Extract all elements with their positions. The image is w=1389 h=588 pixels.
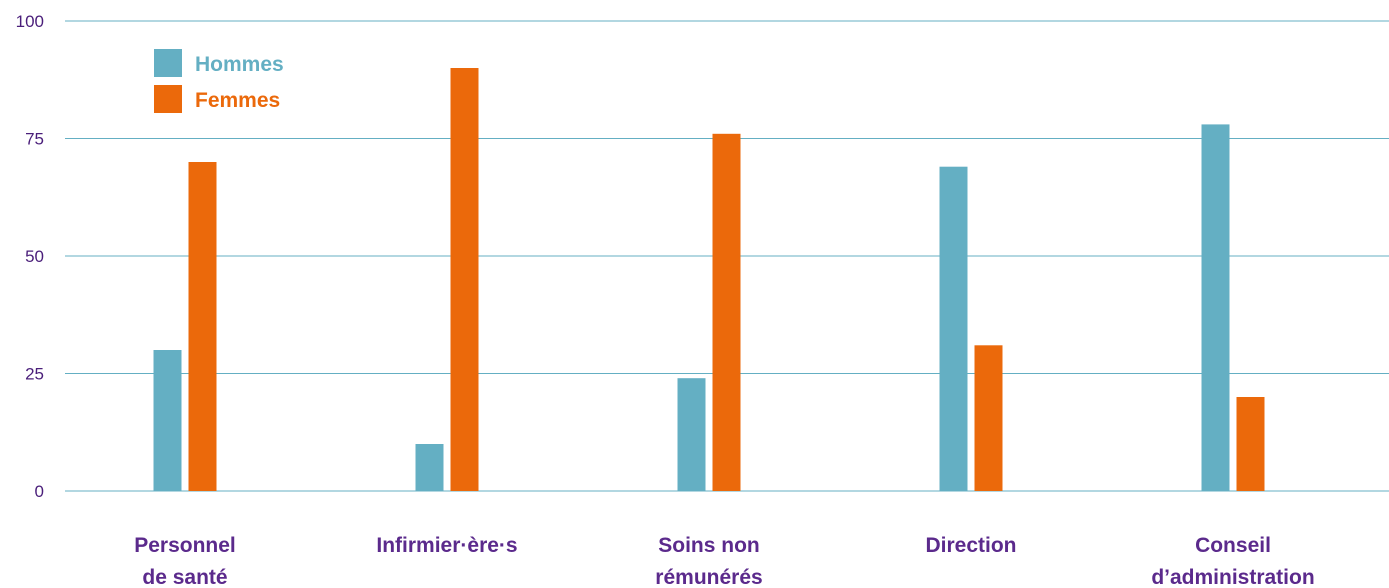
y-axis-ticks: 0 25 50 75 100 [16,12,44,501]
legend-swatch-hommes [154,49,182,77]
bar-hommes [153,350,182,491]
legend-swatch-femmes [154,85,182,113]
y-tick-label: 0 [35,482,44,501]
bar-hommes [1201,124,1230,492]
bar-hommes [939,166,968,491]
x-tick-label: Infirmier·ère·s [376,534,517,557]
x-axis-labels: Personnel de santé Infirmier·ère·s Soins no… [134,534,1314,588]
bars [153,68,1265,492]
y-tick-label: 25 [25,365,44,384]
x-tick-label: Personnel de santé [134,534,236,588]
legend: Hommes Femmes [154,49,284,113]
bar-femmes [712,133,741,492]
y-tick-label: 50 [25,247,44,266]
y-tick-label: 100 [16,12,44,31]
x-tick-label: Direction [925,534,1016,557]
bar-femmes [1236,397,1265,491]
bar-femmes [974,345,1003,491]
bar-femmes [188,162,217,491]
y-tick-label: 75 [25,130,44,149]
legend-label-femmes: Femmes [195,89,280,112]
x-tick-label: Conseil d’administration [1151,534,1314,588]
bar-hommes [677,378,706,491]
bar-hommes [415,444,444,491]
bar-femmes [450,68,479,491]
legend-label-hommes: Hommes [195,53,284,76]
x-tick-label: Soins non rémunérés [655,534,762,588]
